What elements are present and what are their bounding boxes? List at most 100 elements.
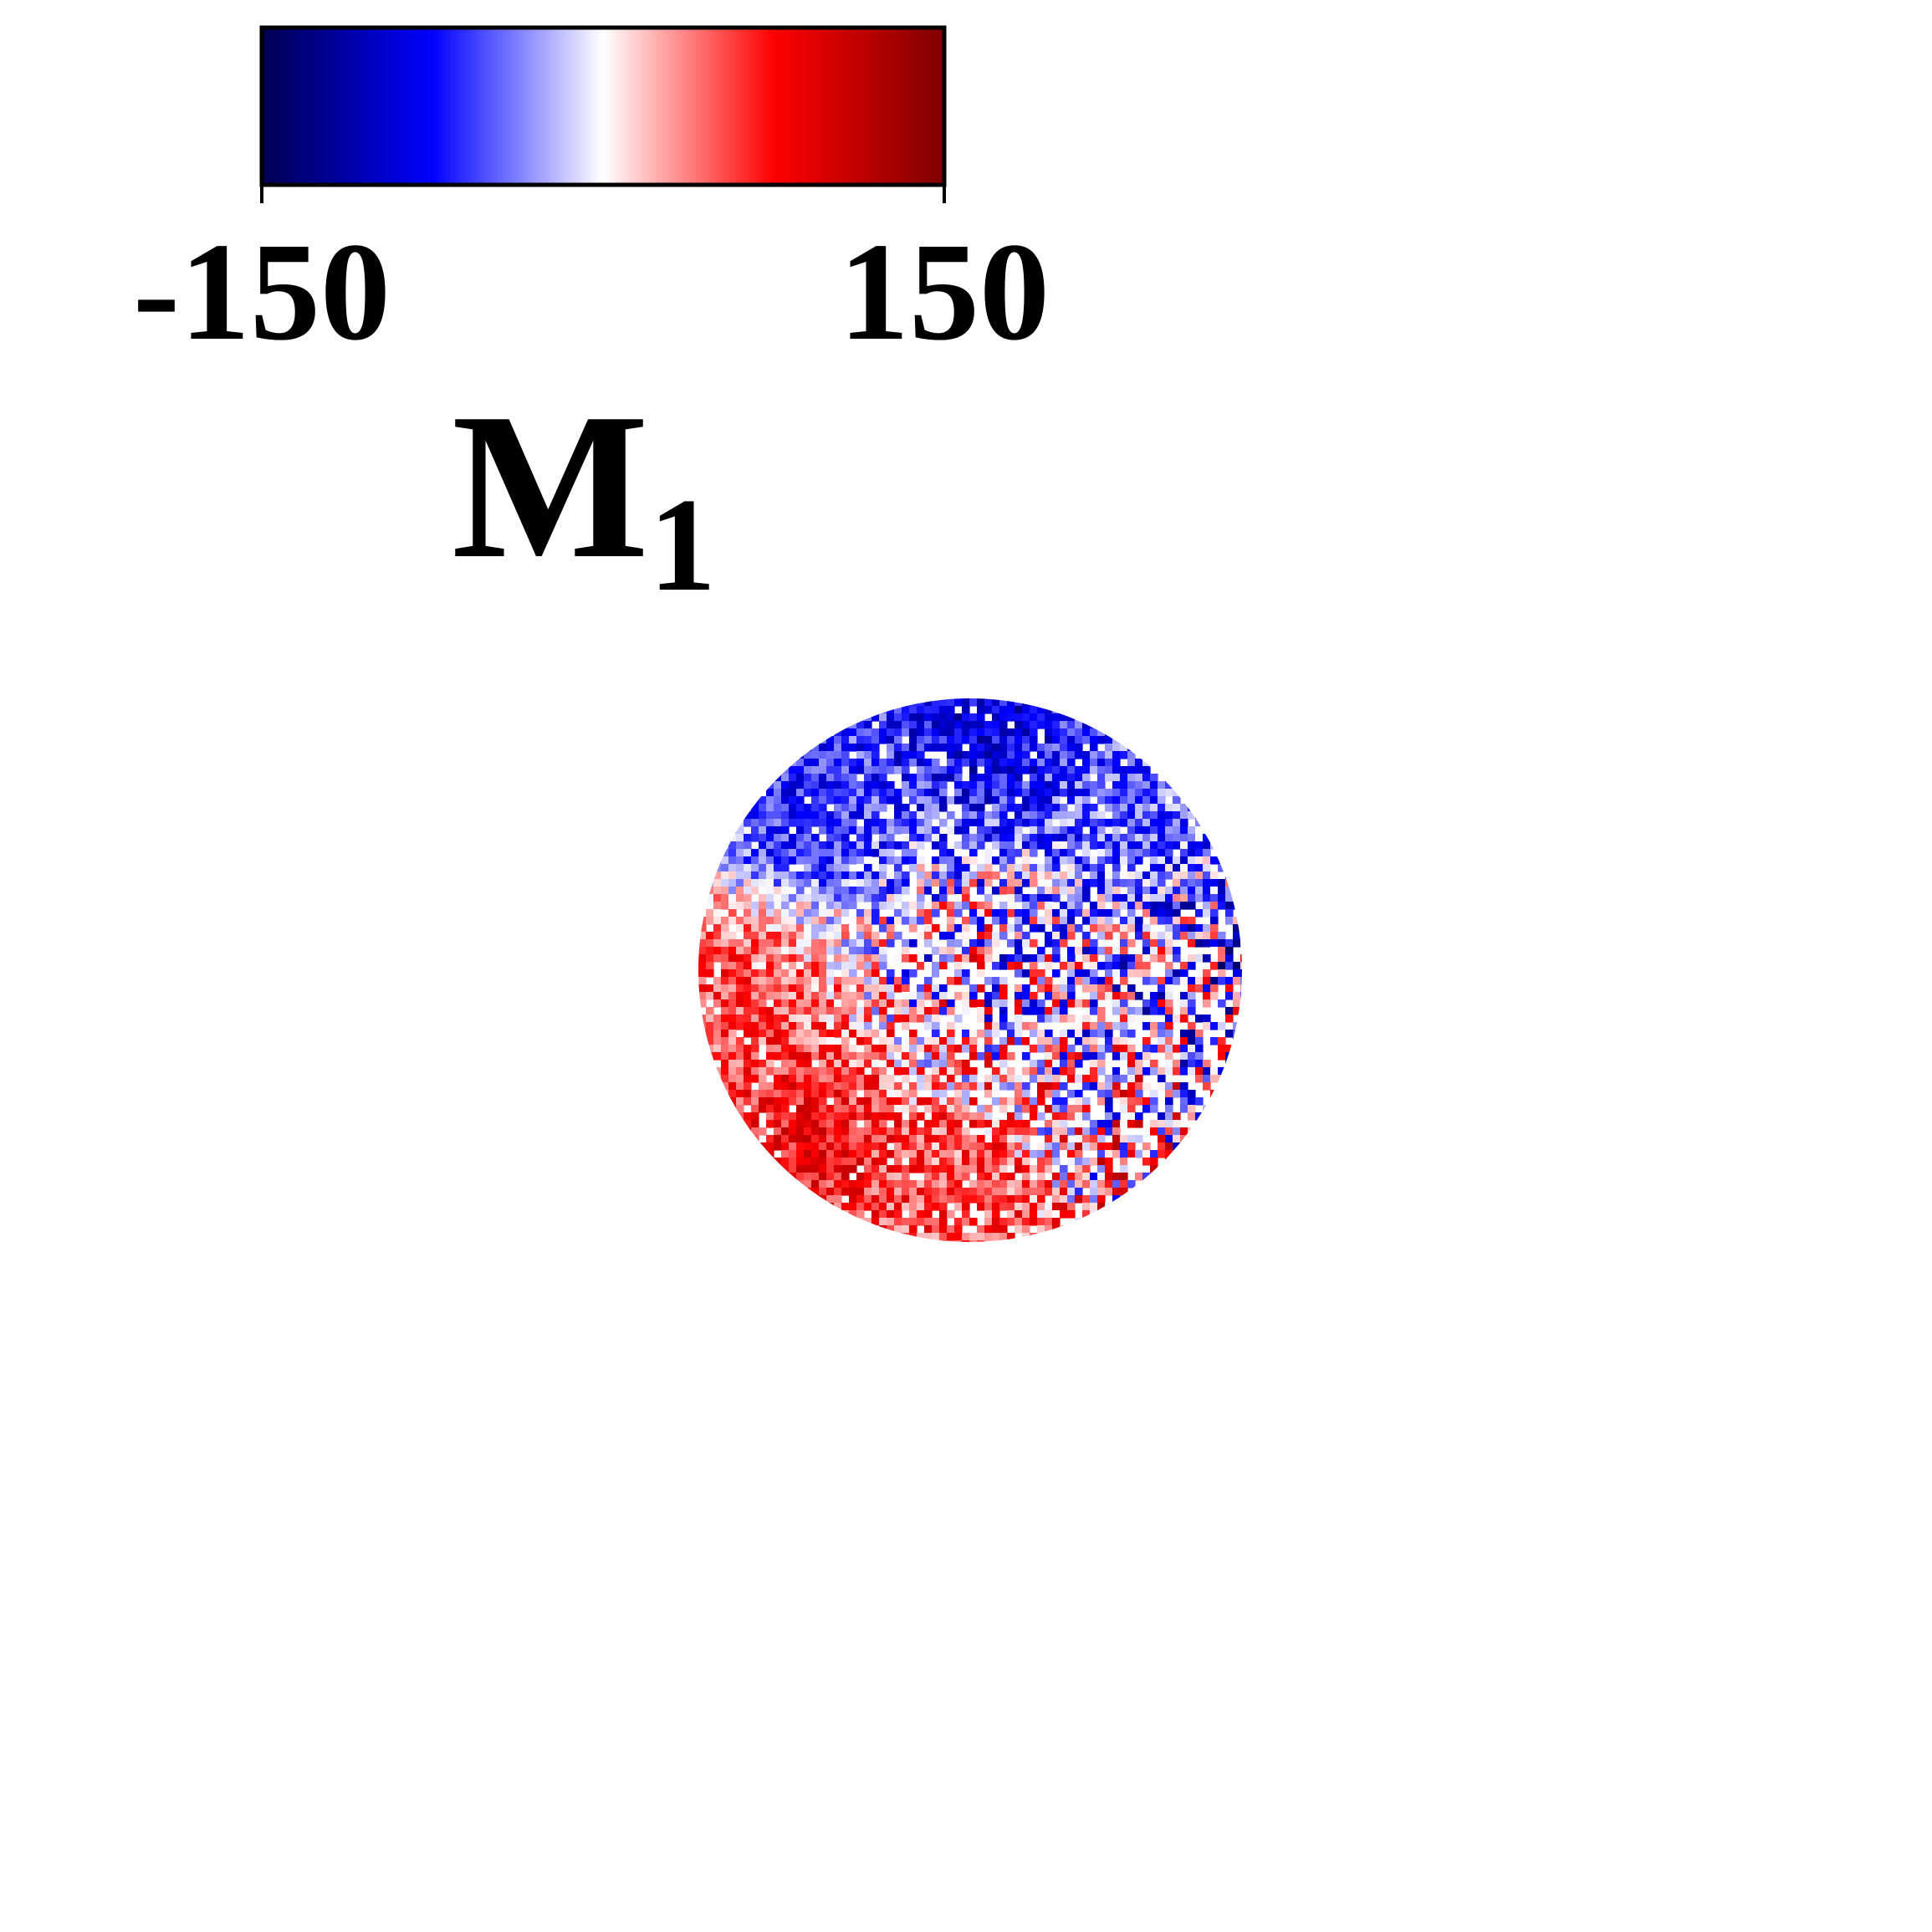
map-cell (1075, 1105, 1083, 1113)
map-cell (932, 902, 940, 910)
map-cell (728, 826, 737, 835)
map-cell (856, 713, 865, 722)
map-cell (819, 841, 827, 850)
map-cell (766, 1105, 774, 1113)
map-cell (736, 1037, 744, 1045)
map-cell (1052, 1082, 1061, 1091)
map-cell (879, 706, 887, 714)
map-cell (811, 947, 820, 955)
map-cell (954, 1195, 963, 1204)
map-cell (1015, 759, 1023, 767)
map-cell (1158, 1022, 1166, 1030)
map-cell (1150, 1150, 1158, 1158)
map-cell (984, 954, 993, 963)
map-cell (834, 728, 842, 737)
map-cell (811, 766, 820, 774)
map-cell (849, 736, 857, 744)
map-cell (1135, 766, 1143, 774)
map-cell (804, 924, 812, 933)
map-cell (902, 706, 910, 714)
map-cell (819, 1120, 827, 1128)
map-cell (879, 796, 887, 805)
map-cell (887, 1037, 895, 1045)
map-cell (969, 796, 978, 805)
map-cell (1105, 1097, 1113, 1106)
map-cell (1097, 1150, 1106, 1158)
map-cell (1112, 947, 1121, 955)
map-cell (826, 1112, 835, 1121)
map-cell (781, 841, 790, 850)
map-cell (721, 1045, 729, 1053)
map-cell (1135, 759, 1143, 767)
map-cell (1015, 887, 1023, 895)
map-cell (811, 1030, 820, 1038)
map-cell (1045, 1015, 1053, 1023)
map-cell (1097, 759, 1106, 767)
map-cell (789, 917, 797, 925)
map-cell (1188, 962, 1196, 970)
map-cell (954, 977, 963, 985)
map-cell (841, 1045, 850, 1053)
map-cell (834, 751, 842, 759)
map-cell (1203, 999, 1211, 1008)
map-cell (789, 1135, 797, 1143)
map-cell (1067, 894, 1076, 902)
map-cell (939, 1165, 948, 1173)
map-cell (819, 1022, 827, 1030)
map-cell (1203, 1060, 1211, 1068)
map-cell (871, 1052, 880, 1061)
map-cell (999, 1015, 1008, 1023)
map-cell (826, 751, 835, 759)
map-cell (894, 894, 902, 902)
map-cell (789, 804, 797, 812)
map-cell (1225, 1015, 1234, 1023)
map-cell (819, 1037, 827, 1045)
map-cell (1007, 939, 1015, 948)
map-cell (1188, 856, 1196, 865)
map-cell (1030, 1112, 1038, 1121)
map-cell (1060, 939, 1068, 948)
map-cell (811, 841, 820, 850)
map-cell (1112, 1188, 1121, 1196)
map-cell (969, 1188, 978, 1196)
map-cell (947, 1022, 955, 1030)
map-cell (864, 1188, 872, 1196)
map-cell (947, 1135, 955, 1143)
map-cell (984, 744, 993, 752)
map-cell (766, 1015, 774, 1023)
map-cell (1158, 894, 1166, 902)
map-cell (1067, 932, 1076, 940)
map-cell (1052, 841, 1061, 850)
map-cell (1090, 909, 1098, 917)
map-cell (917, 834, 925, 842)
map-cell (849, 796, 857, 805)
map-cell (766, 939, 774, 948)
map-cell (1188, 1052, 1196, 1061)
map-cell (1203, 954, 1211, 963)
map-cell (954, 789, 963, 797)
map-cell (887, 713, 895, 722)
map-cell (1165, 924, 1173, 933)
map-cell (1203, 826, 1211, 835)
map-cell (781, 1075, 790, 1083)
map-cell (871, 999, 880, 1008)
map-cell (1015, 999, 1023, 1008)
map-cell (977, 1045, 985, 1053)
map-cell (1075, 1188, 1083, 1196)
map-cell (826, 1195, 835, 1204)
map-cell (1150, 781, 1158, 790)
map-cell (939, 932, 948, 940)
map-cell (1180, 1015, 1188, 1023)
map-cell (713, 1022, 722, 1030)
map-cell (1067, 759, 1076, 767)
map-cell (962, 894, 970, 902)
map-cell (849, 1112, 857, 1121)
map-cell (1135, 826, 1143, 835)
map-cell (999, 984, 1008, 993)
map-cell (698, 1037, 707, 1045)
map-cell (1060, 774, 1068, 782)
map-cell (947, 1127, 955, 1136)
map-cell (744, 864, 752, 872)
map-cell (992, 1097, 1000, 1106)
map-cell (1015, 1180, 1023, 1188)
